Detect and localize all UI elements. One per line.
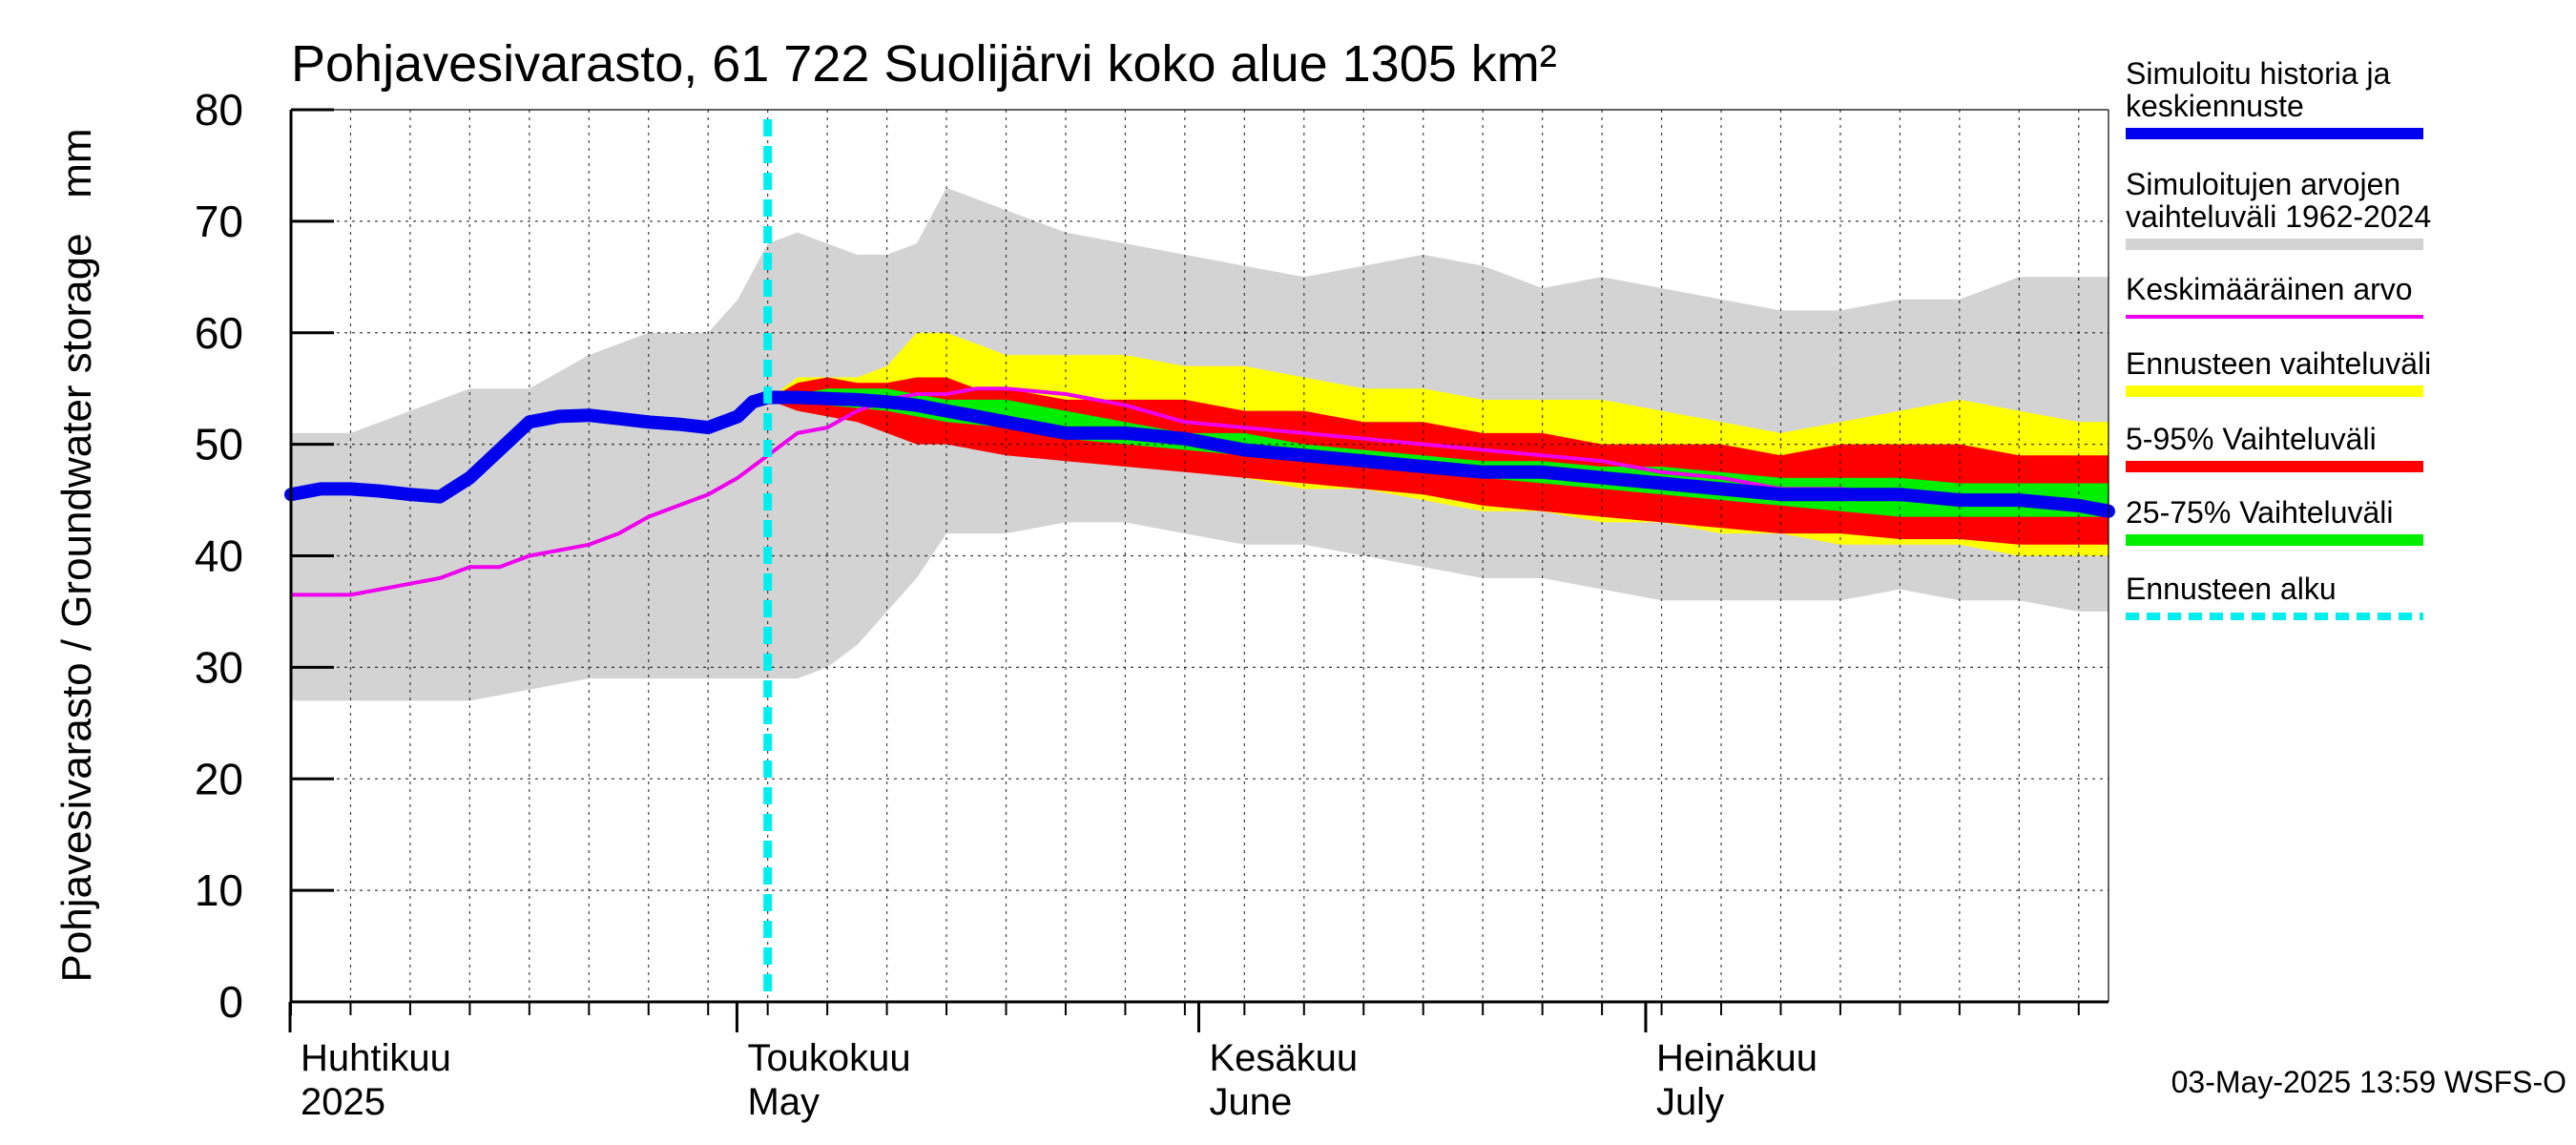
legend-label: Simuloitujen arvojen (2126, 167, 2400, 201)
month-label-fi: Heinäkuu (1656, 1037, 1818, 1079)
y-tick-label: 50 (195, 420, 243, 469)
month-label-fi: Toukokuu (747, 1037, 910, 1079)
month-label-en: June (1210, 1081, 1293, 1123)
y-axis-label: Pohjavesivarasto / Groundwater storage m… (53, 128, 100, 982)
month-label-fi: Kesäkuu (1210, 1037, 1359, 1079)
y-tick-labels: 0 10 20 30 40 50 60 70 80 (195, 85, 334, 1027)
p25-75-band (767, 388, 2109, 517)
month-label-en: 2025 (301, 1081, 385, 1123)
legend-label: vaihteluväli 1962-2024 (2126, 199, 2431, 234)
legend-label: Ennusteen alku (2126, 572, 2337, 606)
mean-line (291, 386, 2109, 597)
y-tick-label: 30 (195, 642, 243, 692)
y-tick-label: 40 (195, 531, 243, 581)
legend-label: keskiennuste (2126, 89, 2304, 123)
y-tick-label: 80 (195, 85, 243, 135)
y-tick-label: 0 (218, 977, 243, 1027)
timestamp: 03-May-2025 13:59 WSFS-O (2171, 1065, 2566, 1099)
legend-label: 5-95% Vaihteluväli (2126, 422, 2377, 456)
legend-label: Keskimääräinen arvo (2126, 272, 2413, 306)
legend-label: Simuloitu historia ja (2126, 56, 2391, 91)
chart-title: Pohjavesivarasto, 61 722 Suolijärvi koko… (291, 35, 1557, 93)
legend-label: Ennusteen vaihteluväli (2126, 346, 2431, 381)
legend-label: 25-75% Vaihteluväli (2126, 495, 2393, 530)
month-label-fi: Huhtikuu (301, 1037, 451, 1079)
y-tick-label: 60 (195, 308, 243, 358)
month-label-en: May (747, 1081, 820, 1123)
y-tick-label: 20 (195, 754, 243, 803)
chart-lines (284, 119, 2115, 1002)
y-tick-label: 10 (195, 865, 243, 915)
y-tick-label: 70 (195, 197, 243, 246)
simulated-line (284, 390, 2115, 518)
month-label-en: July (1656, 1081, 1724, 1123)
